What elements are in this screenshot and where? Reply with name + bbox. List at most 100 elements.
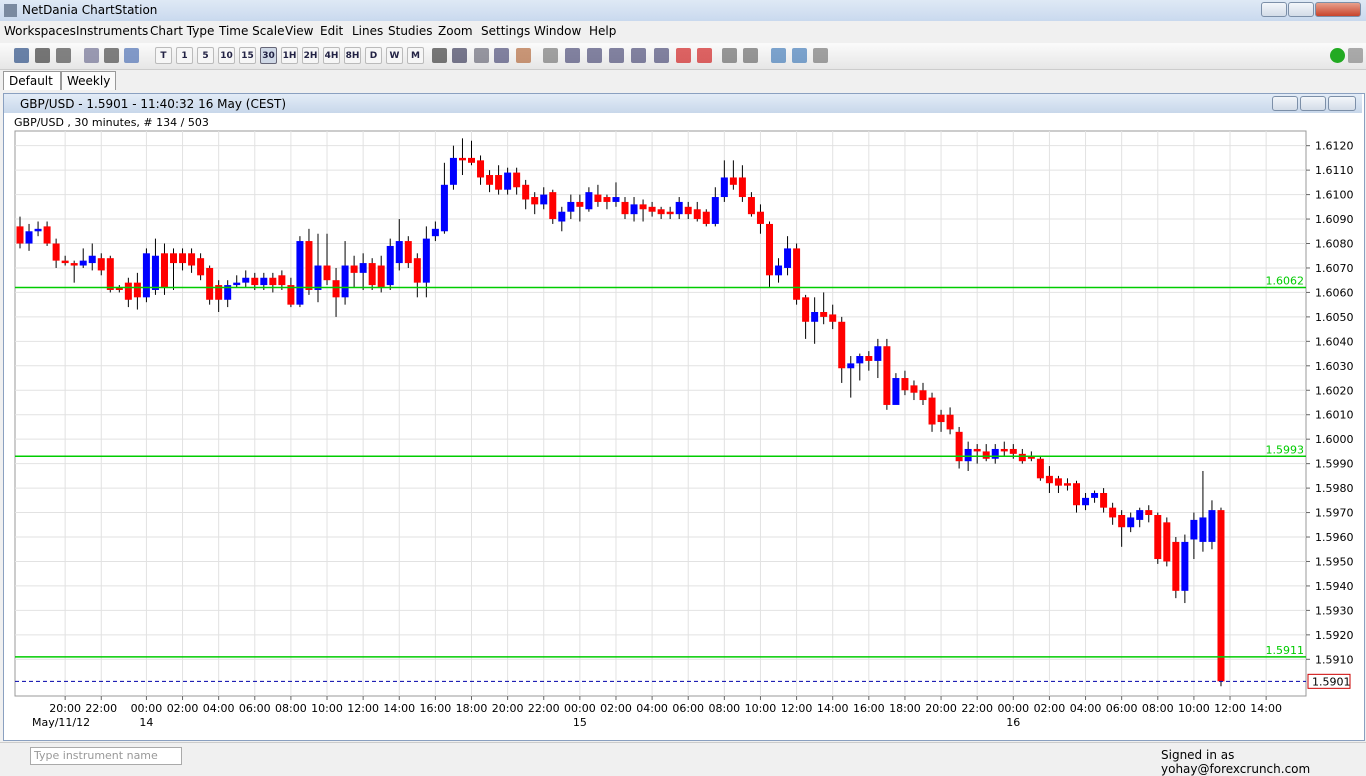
candle-body <box>495 175 503 190</box>
tool-icon[interactable] <box>676 48 691 63</box>
menu-item[interactable]: Workspaces <box>4 24 76 38</box>
timescale-button[interactable]: M <box>407 47 424 64</box>
tool-icon[interactable] <box>565 48 580 63</box>
tool-icon[interactable] <box>631 48 646 63</box>
timescale-button[interactable]: W <box>386 47 403 64</box>
minimize-button[interactable] <box>1261 2 1287 17</box>
timescale-button[interactable]: 2H <box>302 47 319 64</box>
candle-body <box>603 197 611 202</box>
timescale-button[interactable]: 10 <box>218 47 235 64</box>
menu-item[interactable]: Zoom <box>438 24 473 38</box>
candle-body <box>440 184 448 232</box>
tool-icon[interactable] <box>792 48 807 63</box>
candle-body <box>151 255 159 290</box>
timescale-button[interactable]: 30 <box>260 47 277 64</box>
timescale-button[interactable]: 4H <box>323 47 340 64</box>
chart-restore[interactable] <box>1300 96 1326 111</box>
candle-body <box>910 385 918 393</box>
menu-item[interactable]: Settings <box>481 24 531 38</box>
candle-body <box>431 228 439 237</box>
menu-item[interactable]: Instruments <box>76 24 149 38</box>
candle-body <box>1045 475 1053 484</box>
chart-close[interactable] <box>1328 96 1356 111</box>
maximize-button[interactable] <box>1288 2 1314 17</box>
tool-icon[interactable] <box>494 48 509 63</box>
chart-minimize[interactable] <box>1272 96 1298 111</box>
tool-icon[interactable] <box>452 48 467 63</box>
tool-icon[interactable] <box>516 48 531 63</box>
tool-icon[interactable] <box>609 48 624 63</box>
tool-icon[interactable] <box>543 48 558 63</box>
candle-body <box>973 448 981 452</box>
tool-icon[interactable] <box>124 48 139 63</box>
timescale-button[interactable]: 5 <box>197 47 214 64</box>
date-label: 16 <box>1006 716 1020 729</box>
menu-item[interactable]: View <box>285 24 314 38</box>
tool-icon[interactable] <box>84 48 99 63</box>
title-bar: NetDania ChartStation <box>0 0 1366 21</box>
candle-body <box>684 206 692 215</box>
candle-body <box>1027 456 1035 459</box>
candle-body <box>133 282 141 298</box>
timescale-button[interactable]: 1 <box>176 47 193 64</box>
instrument-search[interactable]: Type instrument name <box>30 747 182 765</box>
candle-body <box>802 297 810 322</box>
tool-icon[interactable] <box>432 48 447 63</box>
candle-body <box>242 277 250 283</box>
timescale-button[interactable]: 8H <box>344 47 361 64</box>
tool-icon[interactable] <box>56 48 71 63</box>
workspace-tab[interactable]: Weekly <box>61 71 117 90</box>
menu-item[interactable]: Lines <box>352 24 384 38</box>
candle-body <box>648 206 656 212</box>
candle-body <box>594 194 602 202</box>
timescale-button[interactable]: T <box>155 47 172 64</box>
candle-body <box>224 285 232 300</box>
candle-body <box>1073 483 1081 506</box>
candle-body <box>1000 448 1008 452</box>
plot-area <box>14 130 1307 697</box>
tool-icon[interactable] <box>104 48 119 63</box>
candle-body <box>1181 541 1189 591</box>
candle-body <box>874 346 882 361</box>
candle-body <box>160 253 168 288</box>
date-label: 15 <box>573 716 587 729</box>
tool-icon[interactable] <box>697 48 712 63</box>
candle-body <box>982 451 990 459</box>
menu-bar: Workspaces Instruments Chart Type Time Scal… <box>0 21 1366 42</box>
tool-icon[interactable] <box>771 48 786 63</box>
workspace-tab[interactable]: Default <box>3 71 61 90</box>
x-tick-label: 18:00 <box>889 702 921 715</box>
menu-item[interactable]: Help <box>589 24 617 38</box>
tool-icon[interactable] <box>474 48 489 63</box>
menu-item[interactable]: Edit <box>320 24 344 38</box>
tool-icon[interactable] <box>654 48 669 63</box>
timescale-button[interactable]: D <box>365 47 382 64</box>
tool-icon[interactable] <box>743 48 758 63</box>
timescale-button[interactable]: 15 <box>239 47 256 64</box>
status-indicator <box>1330 48 1345 63</box>
menu-item[interactable]: Chart Type <box>150 24 215 38</box>
menu-item[interactable]: Window <box>534 24 582 38</box>
candle-body <box>558 211 566 222</box>
candle-body <box>919 390 927 401</box>
tool-icon[interactable] <box>587 48 602 63</box>
level-label: 1.5911 <box>1266 644 1305 657</box>
menu-item[interactable]: Time Scale <box>219 24 285 38</box>
x-tick-label: 06:00 <box>1106 702 1138 715</box>
candle-body <box>1154 515 1162 560</box>
candle-body <box>883 346 891 405</box>
menu-item[interactable]: Studies <box>388 24 433 38</box>
candle-body <box>720 177 728 198</box>
tool-icon[interactable] <box>1348 48 1363 63</box>
tool-icon[interactable] <box>722 48 737 63</box>
timescale-button[interactable]: 1H <box>281 47 298 64</box>
close-button[interactable] <box>1315 2 1361 17</box>
tool-icon[interactable] <box>35 48 50 63</box>
tool-icon[interactable] <box>14 48 29 63</box>
date-label: May/11/12 <box>32 716 90 729</box>
candle-body <box>621 201 629 215</box>
tool-icon[interactable] <box>813 48 828 63</box>
candle-body <box>251 277 259 286</box>
y-tick-label: 1.6000 <box>1315 433 1354 446</box>
x-tick-label: 20:00 <box>49 702 81 715</box>
